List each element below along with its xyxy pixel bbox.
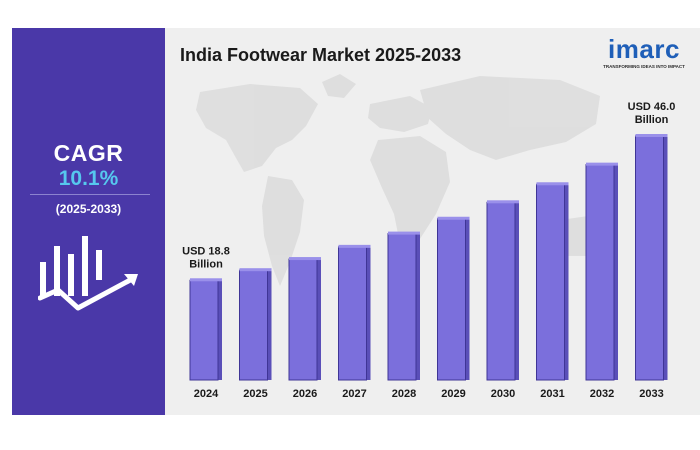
x-tick-label: 2031 bbox=[540, 388, 564, 400]
brand-name: imarc bbox=[608, 34, 680, 64]
bar-body bbox=[338, 246, 367, 381]
bar-shade bbox=[614, 164, 618, 380]
bar-2028 bbox=[387, 231, 420, 381]
x-tick-label: 2028 bbox=[392, 388, 416, 400]
bar-shade bbox=[416, 233, 420, 380]
bar-2026 bbox=[288, 257, 321, 381]
x-tick-label: 2032 bbox=[590, 388, 614, 400]
bars bbox=[189, 134, 668, 381]
bar-2025 bbox=[239, 268, 272, 381]
x-tick-label: 2026 bbox=[293, 388, 317, 400]
bar-body bbox=[189, 279, 219, 381]
world-map-watermark bbox=[196, 74, 604, 286]
bar-cap bbox=[635, 134, 668, 137]
x-tick-label: 2024 bbox=[194, 388, 219, 400]
bar-body bbox=[585, 164, 615, 381]
cagr-value: 10.1% bbox=[58, 167, 119, 190]
bar-cap bbox=[190, 278, 222, 282]
bar-shade bbox=[317, 259, 321, 380]
growth-chart-icon bbox=[38, 236, 138, 311]
bar-body bbox=[635, 135, 664, 381]
bar-cap bbox=[437, 216, 470, 220]
bar-shade bbox=[564, 184, 569, 380]
bar-cap bbox=[536, 182, 569, 186]
cagr-panel: CAGR 10.1% (2025-2033) bbox=[12, 28, 165, 415]
bar-cap bbox=[586, 162, 618, 166]
cagr-period: (2025-2033) bbox=[55, 202, 122, 216]
bar-2029 bbox=[437, 216, 470, 381]
bar-shade bbox=[663, 136, 668, 380]
bar-body bbox=[387, 233, 417, 381]
bar-cap bbox=[487, 200, 519, 204]
bar-cap bbox=[289, 257, 321, 261]
bar-2024 bbox=[189, 278, 222, 381]
x-tick-label: 2030 bbox=[491, 388, 515, 400]
cagr-divider bbox=[30, 194, 150, 195]
cagr-label: CAGR bbox=[53, 140, 124, 166]
data-label: USD 18.8 bbox=[182, 245, 230, 257]
bar-cap bbox=[388, 231, 420, 235]
chart-title: India Footwear Market 2025-2033 bbox=[180, 45, 462, 65]
bar-2031 bbox=[536, 182, 569, 381]
x-tick-label: 2025 bbox=[243, 388, 267, 400]
data-label: Billion bbox=[189, 258, 223, 270]
bar-2027 bbox=[338, 244, 371, 381]
x-tick-label: 2029 bbox=[441, 388, 465, 400]
x-tick-label: 2027 bbox=[342, 388, 366, 400]
bar-shade bbox=[465, 218, 470, 380]
bar-shade bbox=[515, 202, 519, 380]
bar-cap bbox=[239, 268, 272, 272]
brand-tagline: TRANSFORMING IDEAS INTO IMPACT bbox=[603, 64, 685, 69]
bar-cap bbox=[338, 244, 371, 248]
bar-2033 bbox=[635, 134, 668, 381]
data-label: USD 46.0 bbox=[628, 101, 676, 113]
tick-labels: 2024 2025 2026 2027 2028 2029 2030 2031 2032 2033 bbox=[194, 388, 664, 400]
x-tick-label: 2033 bbox=[639, 388, 663, 400]
bar-shade bbox=[366, 246, 371, 380]
bar-shade bbox=[218, 280, 222, 380]
bar-body bbox=[536, 183, 565, 381]
bar-body bbox=[486, 201, 516, 381]
brand-logo: imarc TRANSFORMING IDEAS INTO IMPACT bbox=[596, 36, 692, 69]
bar-shade bbox=[267, 270, 272, 380]
bar-2032 bbox=[585, 162, 618, 381]
bar-body bbox=[437, 218, 466, 381]
bar-2030 bbox=[486, 200, 519, 381]
bar-body bbox=[288, 258, 318, 381]
data-label: Billion bbox=[635, 114, 669, 126]
bar-body bbox=[239, 269, 268, 381]
